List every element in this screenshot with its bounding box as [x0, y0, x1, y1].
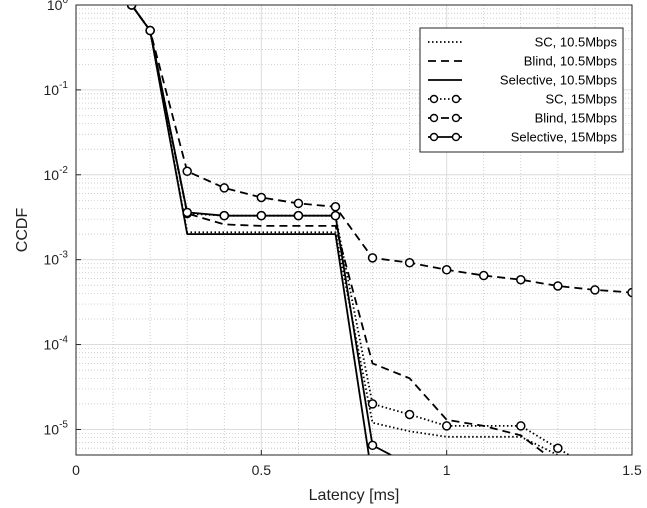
axis-ticks: 0 0.5 1 1.5 100 10-1 10-2 10-3 10-4 10-5	[44, 0, 642, 478]
series-point	[256, 210, 267, 221]
x-tick-label: 0	[72, 462, 80, 478]
legend-marker	[429, 94, 439, 104]
series-point	[126, 5, 137, 10]
series-point	[367, 440, 378, 451]
legend-label: SC, 10.5Mbps	[535, 35, 618, 50]
series-line	[130, 5, 370, 455]
legend-label: SC, 15Mbps	[545, 92, 617, 107]
series-point	[478, 270, 489, 281]
series-point	[367, 399, 378, 409]
series-point	[516, 421, 526, 431]
y-tick-label: 10-2	[44, 165, 69, 183]
series-point	[367, 253, 378, 263]
series-point	[145, 25, 155, 36]
series-layer	[126, 5, 632, 455]
series-point	[330, 202, 341, 212]
series-point	[553, 281, 563, 291]
series-point	[256, 192, 267, 203]
x-tick-label: 1	[443, 462, 451, 478]
x-tick-label: 0.5	[252, 462, 272, 478]
legend-item-2: Selective, 10.5Mbps	[428, 73, 617, 88]
series-point	[293, 210, 304, 221]
series-point	[182, 166, 192, 177]
legend: SC, 10.5Mbps Blind, 10.5Mbps Selective, 10…	[419, 27, 624, 153]
x-axis-label: Latency [ms]	[309, 487, 400, 504]
legend-item-1: Blind, 10.5Mbps	[428, 54, 617, 69]
legend-item-3: SC, 15Mbps	[428, 92, 617, 107]
legend-marker	[451, 94, 461, 104]
legend-marker	[429, 113, 439, 123]
y-tick-label: 100	[47, 0, 69, 13]
series-point	[627, 287, 632, 298]
legend-item-5: Selective, 15Mbps	[428, 130, 617, 145]
legend-item-0: SC, 10.5Mbps	[428, 35, 617, 50]
legend-item-4: Blind, 15Mbps	[428, 111, 617, 126]
series-point	[404, 257, 415, 268]
legend-marker	[451, 132, 461, 142]
legend-box	[419, 27, 624, 153]
series-point	[553, 443, 563, 454]
legend-marker	[451, 113, 461, 123]
series-2	[130, 5, 370, 455]
series-point	[330, 210, 341, 221]
y-tick-label: 10-1	[44, 80, 69, 98]
series-point	[219, 210, 230, 221]
series-point	[293, 198, 304, 209]
y-tick-label: 10-5	[44, 419, 69, 437]
legend-label: Selective, 10.5Mbps	[500, 73, 618, 88]
series-point	[182, 207, 192, 218]
series-point	[404, 409, 415, 420]
y-axis-label: CCDF	[14, 208, 31, 253]
legend-label: Blind, 15Mbps	[535, 111, 618, 126]
series-point	[441, 265, 452, 275]
legend-label: Blind, 10.5Mbps	[524, 54, 618, 69]
series-5	[126, 5, 392, 455]
legend-label: Selective, 15Mbps	[511, 130, 618, 145]
series-point	[441, 421, 452, 431]
series-point	[516, 274, 526, 285]
y-tick-label: 10-4	[44, 335, 69, 353]
series-point	[590, 285, 600, 295]
legend-marker	[429, 132, 439, 142]
y-tick-label: 10-3	[44, 250, 69, 268]
x-tick-label: 1.5	[622, 462, 642, 478]
series-point	[219, 183, 230, 193]
plot-frame	[75, 4, 633, 456]
